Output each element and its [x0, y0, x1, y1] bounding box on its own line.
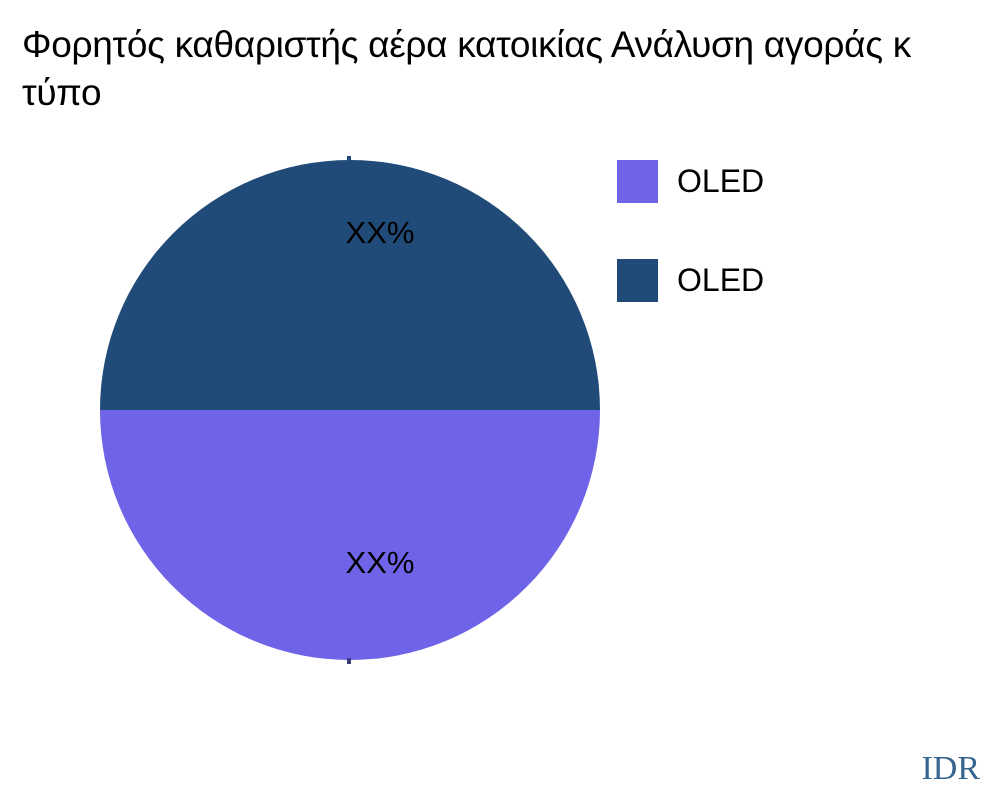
legend-swatch-darkblue [617, 259, 658, 302]
pie-slice-oled-bottom[interactable] [100, 410, 600, 660]
wedge-boundary-tick-top [347, 156, 351, 162]
chart-title-line1: Φορητός καθαριστής αέρα κατοικίας Ανάλυσ… [22, 24, 911, 65]
legend-label: OLED [677, 262, 765, 298]
pie-chart: XX% XX% [100, 156, 600, 664]
slice-value-label-bottom: XX% [345, 545, 415, 580]
chart-title-line2: τύπο [22, 72, 102, 113]
watermark-idr: IDR [921, 750, 980, 787]
chart-title: Φορητός καθαριστής αέρα κατοικίας Ανάλυσ… [22, 21, 998, 117]
slice-value-label-top: XX% [345, 215, 415, 250]
legend-label: OLED [677, 163, 765, 199]
pie-slice-oled-top[interactable] [100, 160, 600, 410]
legend-item-oled-1[interactable]: OLED [617, 160, 764, 203]
legend-swatch-purple [617, 160, 658, 203]
legend-item-oled-2[interactable]: OLED [617, 259, 764, 302]
wedge-boundary-tick-bottom [347, 658, 351, 664]
chart-legend: OLED OLED [617, 160, 764, 302]
